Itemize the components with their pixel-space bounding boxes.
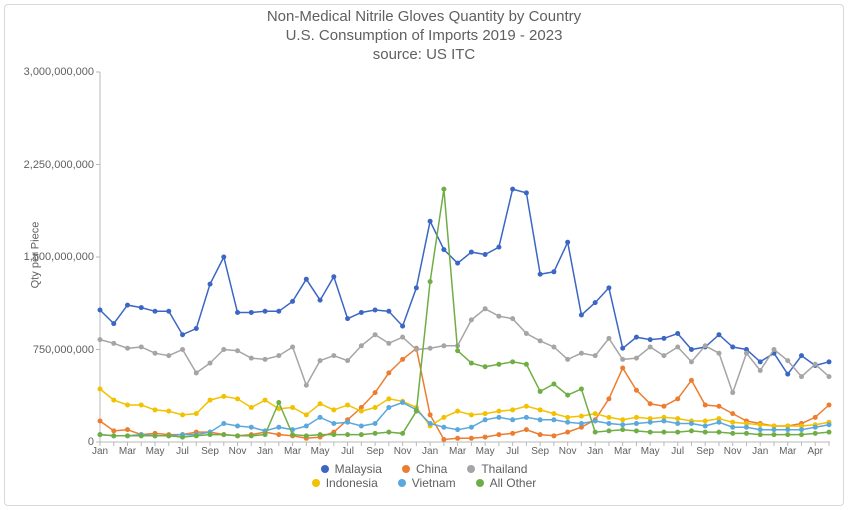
legend-swatch	[312, 479, 320, 487]
legend-swatch	[398, 479, 406, 487]
legend-item-china: China	[402, 462, 447, 476]
chart-title-2: U.S. Consumption of Imports 2019 - 2023	[0, 27, 848, 46]
x-tick-label: Jan	[92, 442, 108, 457]
legend-swatch	[467, 465, 475, 473]
y-tick-label: 3,000,000,000	[24, 66, 100, 78]
x-tick-label: May	[311, 442, 330, 457]
legend-item-malaysia: Malaysia	[321, 462, 382, 476]
legend-label: Malaysia	[335, 462, 382, 476]
legend-label: Thailand	[481, 462, 527, 476]
series-malaysia	[98, 187, 832, 377]
x-tick-label: Jan	[257, 442, 273, 457]
x-tick-label: Jan	[752, 442, 768, 457]
x-tick-label: Nov	[229, 442, 247, 457]
x-tick-label: Sep	[696, 442, 714, 457]
x-tick-label: Mar	[614, 442, 631, 457]
x-tick-label: Nov	[559, 442, 577, 457]
plot-area: 0750,000,0001,500,000,0002,250,000,0003,…	[100, 72, 830, 442]
x-tick-label: Jul	[341, 442, 354, 457]
legend-label: Vietnam	[412, 476, 456, 490]
legend-swatch	[321, 465, 329, 473]
chart-title-1: Non-Medical Nitrile Gloves Quantity by C…	[0, 8, 848, 27]
x-tick-label: Jan	[587, 442, 603, 457]
y-tick-label: 1,500,000,000	[24, 251, 100, 263]
x-tick-label: Apr	[807, 442, 823, 457]
legend-item-all-other: All Other	[476, 476, 537, 490]
legend-label: China	[416, 462, 447, 476]
x-tick-label: Jul	[671, 442, 684, 457]
legend-item-thailand: Thailand	[467, 462, 527, 476]
x-tick-label: Nov	[394, 442, 412, 457]
x-tick-label: Sep	[201, 442, 219, 457]
x-tick-label: Mar	[449, 442, 466, 457]
series-thailand	[98, 306, 832, 395]
x-tick-label: Jul	[506, 442, 519, 457]
y-tick-label: 2,250,000,000	[24, 159, 100, 171]
x-tick-label: Sep	[366, 442, 384, 457]
chart-title-3: source: US ITC	[0, 46, 848, 65]
legend-item-vietnam: Vietnam	[398, 476, 456, 490]
x-tick-label: May	[476, 442, 495, 457]
legend-swatch	[476, 479, 484, 487]
plot-svg	[100, 72, 830, 442]
x-tick-label: May	[641, 442, 660, 457]
x-tick-label: Nov	[724, 442, 742, 457]
legend-label: All Other	[490, 476, 537, 490]
x-tick-label: Mar	[119, 442, 136, 457]
chart-titles: Non-Medical Nitrile Gloves Quantity by C…	[0, 8, 848, 64]
legend: Malaysia China Thailand Indonesia Vietnam All…	[0, 462, 848, 490]
legend-swatch	[402, 465, 410, 473]
chart-container: Non-Medical Nitrile Gloves Quantity by C…	[0, 0, 848, 510]
x-tick-label: May	[146, 442, 165, 457]
legend-label: Indonesia	[326, 476, 378, 490]
x-tick-label: Mar	[779, 442, 796, 457]
y-tick-label: 750,000,000	[33, 344, 100, 356]
x-tick-label: Sep	[531, 442, 549, 457]
x-tick-label: Jul	[176, 442, 189, 457]
legend-item-indonesia: Indonesia	[312, 476, 378, 490]
x-tick-label: Jan	[422, 442, 438, 457]
x-tick-label: Mar	[284, 442, 301, 457]
